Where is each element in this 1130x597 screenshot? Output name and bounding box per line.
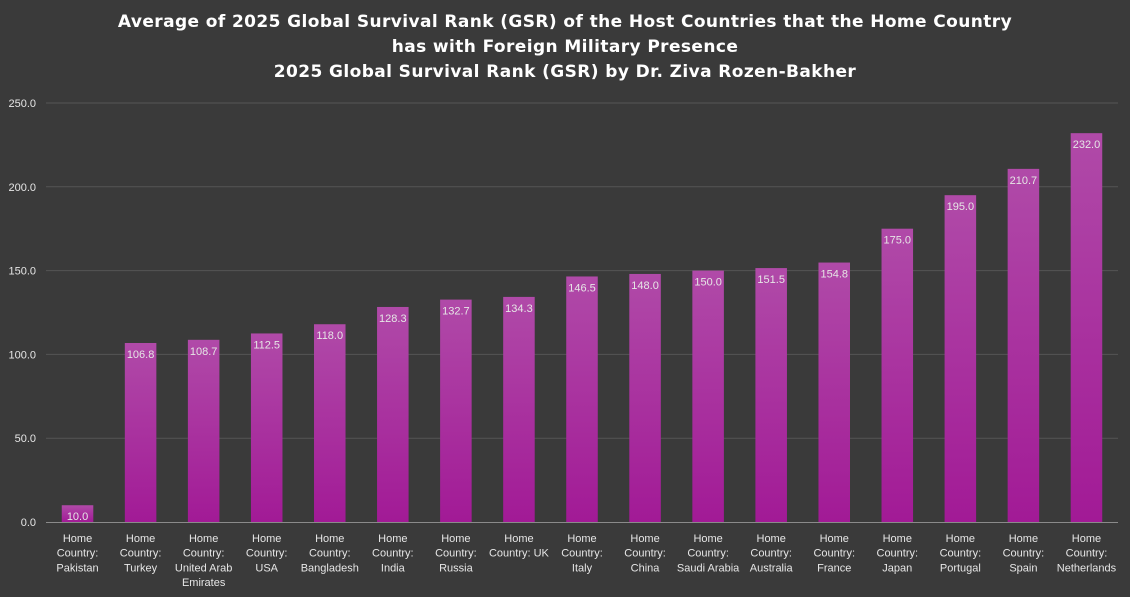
data-label: 10.0	[67, 511, 88, 523]
y-tick-label: 50.0	[15, 433, 36, 445]
data-label: 106.8	[127, 349, 155, 361]
y-axis: 0.0 50.0 100.0 150.0 200.0 250.0	[8, 98, 36, 529]
bar	[629, 273, 661, 522]
data-label: 146.5	[568, 282, 596, 294]
x-tick-label: Home Country: China	[624, 533, 666, 574]
x-axis: Home Country: Pakistan Home Country: Turkey Ho…	[56, 533, 1116, 589]
x-tick-label: Home Country: Russia	[435, 533, 477, 574]
data-label: 108.7	[190, 346, 218, 358]
x-tick-label: Home Country: United Arab Emirates	[175, 533, 232, 589]
x-tick-label: Home Country: Spain	[1003, 533, 1045, 574]
bar	[1007, 168, 1040, 522]
x-tick-label: Home Country: Saudi Arabia	[677, 533, 740, 574]
bar	[944, 195, 977, 522]
bar	[187, 339, 220, 522]
y-tick-label: 150.0	[8, 266, 36, 278]
bar	[250, 333, 283, 522]
chart-title-line-3: 2025 Global Survival Rank (GSR) by Dr. Z…	[273, 62, 857, 82]
bar	[755, 268, 787, 522]
bars	[61, 133, 1103, 522]
data-label: 175.0	[884, 235, 912, 247]
x-tick-label: Home Country: Portugal	[940, 533, 982, 574]
x-tick-label: Home Country: UK	[489, 533, 550, 560]
data-label: 195.0	[947, 201, 975, 213]
x-tick-label: Home Country: India	[372, 533, 414, 574]
x-tick-label: Home Country: Bangladesh	[301, 533, 359, 574]
bar	[692, 270, 724, 522]
data-label: 134.3	[505, 303, 533, 315]
bar	[440, 299, 472, 522]
bar	[61, 505, 94, 522]
data-labels: 10.0 106.8 108.7 112.5 118.0 128.3 132.7 134.3 1…	[67, 139, 1100, 523]
y-tick-label: 250.0	[8, 98, 36, 110]
x-tick-label: Home Country: Italy	[561, 533, 603, 574]
data-label: 148.0	[631, 280, 659, 292]
y-tick-label: 0.0	[21, 517, 36, 529]
x-tick-label: Home Country: Pakistan	[56, 533, 98, 574]
bar	[566, 276, 598, 522]
bar	[1070, 133, 1103, 522]
data-label: 128.3	[379, 313, 407, 325]
data-label: 210.7	[1010, 175, 1038, 187]
data-label: 132.7	[442, 306, 470, 318]
y-tick-label: 100.0	[8, 349, 36, 361]
chart-title-line-1: Average of 2025 Global Survival Rank (GS…	[117, 12, 1013, 32]
bar	[377, 306, 409, 522]
x-tick-label: Home Country: Netherlands	[1057, 533, 1117, 574]
data-label: 154.8	[820, 269, 848, 281]
x-tick-label: Home Country: USA	[246, 533, 288, 574]
x-tick-label: Home Country: France	[813, 533, 855, 574]
bar	[818, 262, 850, 522]
bar	[314, 324, 346, 522]
y-tick-label: 200.0	[8, 182, 36, 194]
data-label: 112.5	[253, 339, 280, 351]
x-tick-label: Home Country: Japan	[877, 533, 919, 574]
chart-title: Average of 2025 Global Survival Rank (GS…	[0, 10, 1130, 85]
chart-title-line-2: has with Foreign Military Presence	[391, 37, 739, 57]
bar	[503, 296, 535, 522]
data-label: 118.0	[316, 330, 343, 342]
bar	[881, 228, 914, 522]
x-tick-label: Home Country: Australia	[750, 533, 794, 574]
data-label: 151.5	[757, 274, 785, 286]
data-label: 232.0	[1073, 139, 1101, 151]
bar	[124, 343, 157, 522]
data-label: 150.0	[694, 277, 722, 289]
x-tick-label: Home Country: Turkey	[120, 533, 162, 574]
